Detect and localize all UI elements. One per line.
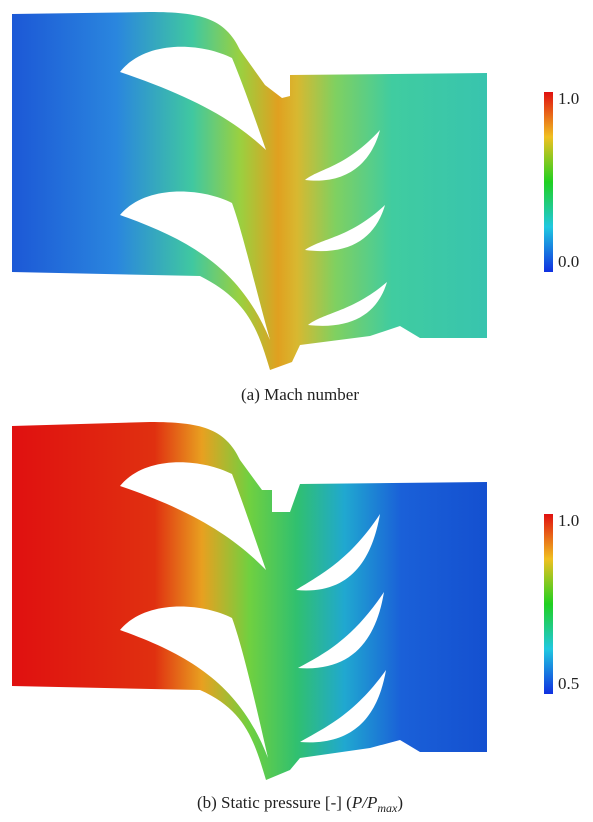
colorbar <box>544 514 553 694</box>
caption-text: (b) Static pressure [-] ( <box>197 793 352 812</box>
flow-domain <box>12 422 487 780</box>
colorbar-top-label: 1.0 <box>558 89 579 108</box>
panel-b: 1.0 0.5 (b) Static pressure [-] (P/Pmax) <box>12 422 579 815</box>
caption-var: P <box>366 793 377 812</box>
figure: 1.0 0.0 (a) Mach number 1.0 0.5 (b) Stat… <box>0 0 593 822</box>
caption-var: P <box>351 793 362 812</box>
caption-subscript: max <box>377 801 398 815</box>
caption-close: ) <box>397 793 403 812</box>
colorbar-top-label: 1.0 <box>558 511 579 530</box>
flow-domain <box>12 12 487 370</box>
caption: (b) Static pressure [-] (P/Pmax) <box>197 793 403 815</box>
colorbar <box>544 92 553 272</box>
panel-a: 1.0 0.0 (a) Mach number <box>12 12 579 404</box>
colorbar-bottom-label: 0.5 <box>558 674 579 693</box>
caption: (a) Mach number <box>241 385 359 404</box>
colorbar-bottom-label: 0.0 <box>558 252 579 271</box>
